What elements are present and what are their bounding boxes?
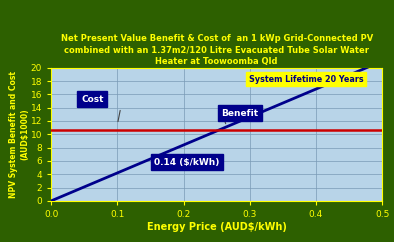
Title: Net Present Value Benefit & Cost of  an 1 kWp Grid-Connected PV
combined with an: Net Present Value Benefit & Cost of an 1… <box>61 34 373 66</box>
Text: Benefit: Benefit <box>221 108 258 118</box>
Text: 0.14 ($/kWh): 0.14 ($/kWh) <box>154 158 219 167</box>
Text: Cost: Cost <box>81 95 104 104</box>
X-axis label: Energy Price (AUD$/kWh): Energy Price (AUD$/kWh) <box>147 222 287 232</box>
Y-axis label: NPV System Benefit and Cost
(AUD$1000): NPV System Benefit and Cost (AUD$1000) <box>9 71 29 198</box>
Text: System Lifetime 20 Years: System Lifetime 20 Years <box>249 75 363 83</box>
